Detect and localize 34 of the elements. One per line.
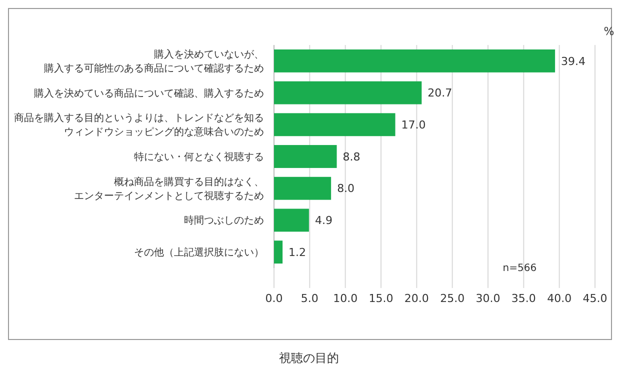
x-tick-label: 10.0 — [333, 292, 358, 305]
y-tick-label: 商品を購入する目的というよりは、トレンドなどを知るウィンドウショッピング的な意味合いのため — [14, 112, 264, 138]
x-axis-title: % — [604, 25, 614, 38]
bar — [274, 176, 332, 200]
x-tick-label: 15.0 — [368, 292, 394, 305]
x-tick-label: 5.0 — [300, 292, 318, 305]
x-tick-label: 25.0 — [440, 292, 465, 305]
bar — [274, 145, 337, 168]
data-label: 17.0 — [401, 118, 426, 132]
x-tick-label: 20.0 — [404, 292, 429, 305]
y-tick-label: 購入を決めている商品について確認、購入するため — [34, 87, 264, 100]
text: 視聴の目的 — [279, 351, 339, 365]
annotation: n=566 — [502, 263, 537, 274]
x-tick-label: 40.0 — [547, 292, 572, 305]
y-tick-label: 時間つぶしのため — [184, 214, 264, 227]
bar — [274, 113, 396, 136]
data-label: 20.7 — [428, 86, 452, 100]
bar — [274, 240, 283, 264]
data-label: 8.0 — [337, 182, 355, 196]
x-tick-label: 30.0 — [476, 292, 500, 305]
y-tick-label: 概ね商品を購買する目的はなく、エンターテインメントとして視聴するため — [74, 176, 264, 202]
y-tick-label: その他（上記選択肢にない） — [134, 246, 264, 259]
data-label: 4.9 — [314, 214, 332, 228]
bar — [274, 81, 422, 104]
data-label: 39.4 — [561, 54, 586, 68]
y-tick-label: 購入を決めていないが、購入する可能性のある商品について確認するため — [44, 48, 264, 74]
x-tick-label: 35.0 — [511, 292, 536, 305]
y-tick-label: 特にない・何となく視聴する — [134, 151, 264, 163]
data-label: 1.2 — [288, 246, 306, 259]
bar — [274, 208, 309, 232]
x-tick-label: 45.0 — [582, 292, 608, 305]
data-label: 8.8 — [342, 150, 360, 164]
x-tick-label: 0.0 — [265, 292, 283, 305]
bar — [274, 49, 556, 72]
